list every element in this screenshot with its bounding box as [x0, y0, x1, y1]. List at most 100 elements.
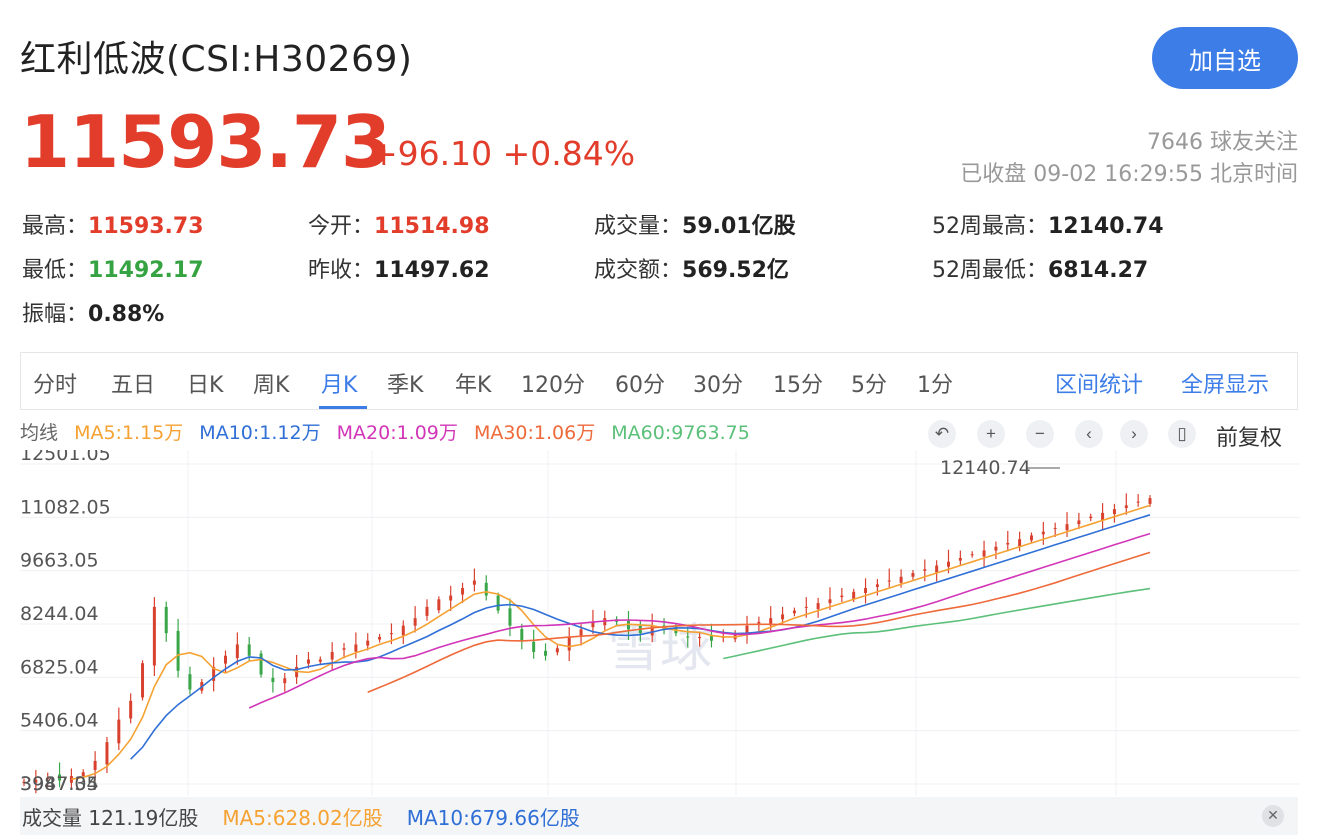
candle-body	[970, 554, 974, 556]
tab-60min[interactable]: 60分	[615, 373, 665, 398]
candle-body	[852, 591, 856, 599]
candlestick-type-icon[interactable]: ▯	[1168, 420, 1196, 448]
y-tick-label: 8244.04	[20, 603, 99, 625]
candle-body	[508, 608, 512, 626]
candle-body	[947, 561, 951, 567]
close-icon[interactable]: ✕	[1262, 805, 1284, 827]
y-axis-labels: 12501.05 11082.05 9663.05 8244.04 6825.04 540…	[20, 450, 111, 795]
ma30-line	[367, 551, 1151, 693]
candle-body	[152, 606, 156, 666]
tab-5min[interactable]: 5分	[851, 373, 887, 398]
quote-stats: 最高：11593.73 今开：11514.98 成交量：59.01亿股 52周最…	[22, 204, 1302, 334]
candle-body	[69, 775, 73, 783]
stat-amount: 成交额：569.52亿	[594, 258, 789, 283]
ma-lines	[71, 504, 1151, 780]
stat-volume: 成交量：59.01亿股	[594, 214, 796, 239]
candle-body	[911, 573, 915, 577]
volume-value: 成交量 121.19亿股	[22, 805, 199, 830]
candle-body	[141, 663, 145, 698]
candle-body	[899, 576, 903, 583]
candle-body	[1018, 539, 1022, 547]
high-annotation: 12140.74	[940, 457, 1060, 479]
tab-monthly-k[interactable]: 月K	[321, 373, 358, 398]
chevron-right-icon[interactable]: ›	[1120, 420, 1148, 448]
zoom-in-icon[interactable]: +	[977, 420, 1005, 448]
zoom-out-icon[interactable]: −	[1026, 420, 1054, 448]
candle-body	[188, 674, 192, 690]
candle-body	[413, 618, 417, 626]
period-tabs: 分时 五日 日K 周K 月K 季K 年K 120分 60分 30分 15分 5分…	[20, 352, 1298, 410]
candle-body	[757, 621, 761, 624]
candle-body	[698, 636, 702, 639]
candle-body	[1124, 505, 1128, 509]
chevron-left-icon[interactable]: ‹	[1075, 420, 1103, 448]
candle-body	[532, 641, 536, 652]
y-tick-label: 11082.05	[20, 496, 111, 518]
candle-body	[401, 625, 405, 636]
ma10-value: MA10:1.12万	[199, 422, 321, 444]
candles	[22, 493, 1152, 794]
candle-body	[520, 629, 524, 641]
tab-quarterly-k[interactable]: 季K	[387, 373, 424, 398]
stat-open: 今开：11514.98	[308, 214, 490, 239]
candle-body	[461, 588, 465, 595]
candle-body	[366, 640, 370, 646]
adjust-select[interactable]: 前复权	[1216, 426, 1283, 451]
candle-body	[982, 550, 986, 557]
add-watchlist-button[interactable]: 加自选	[1152, 27, 1298, 89]
candle-body	[425, 606, 429, 616]
undo-icon[interactable]: ↶	[928, 420, 956, 448]
candle-body	[342, 648, 346, 650]
tab-120min[interactable]: 120分	[521, 373, 585, 398]
candle-body	[887, 580, 891, 582]
tab-daily-k[interactable]: 日K	[187, 373, 224, 398]
candle-body	[1065, 524, 1069, 531]
candle-body	[105, 742, 109, 765]
candle-body	[354, 644, 358, 652]
candle-body	[283, 678, 287, 684]
tab-15min[interactable]: 15分	[773, 373, 823, 398]
candle-body	[176, 630, 180, 671]
tab-five-day[interactable]: 五日	[111, 373, 156, 398]
y-tick-label: 3987.04	[20, 773, 99, 795]
candle-body	[840, 595, 844, 598]
tab-yearly-k[interactable]: 年K	[455, 373, 492, 398]
candle-body	[164, 606, 168, 634]
active-tab-indicator	[319, 406, 367, 409]
candle-body	[1148, 498, 1152, 504]
fullscreen-button[interactable]: 全屏显示	[1181, 373, 1270, 398]
candle-body	[330, 651, 334, 660]
tab-weekly-k[interactable]: 周K	[253, 373, 290, 398]
candle-body	[437, 599, 441, 611]
range-stats-button[interactable]: 区间统计	[1055, 373, 1144, 398]
candle-body	[378, 636, 382, 640]
stat-52w-high: 52周最高：12140.74	[932, 214, 1164, 239]
candle-body	[1029, 535, 1033, 541]
candle-body	[1041, 531, 1045, 535]
tab-timeshare[interactable]: 分时	[33, 373, 78, 398]
candle-body	[46, 777, 50, 779]
chart-grid	[20, 450, 1300, 796]
candle-body	[804, 606, 808, 608]
candle-body	[472, 580, 476, 585]
volume-ma5: MA5:628.02亿股	[222, 805, 383, 830]
candle-body	[1006, 542, 1010, 545]
candle-body	[555, 648, 559, 653]
stat-low: 最低：11492.17	[22, 258, 204, 283]
candle-body	[816, 603, 820, 610]
followers-count[interactable]: 7646 球友关注	[1147, 130, 1298, 155]
tab-1min[interactable]: 1分	[917, 373, 953, 398]
candle-body	[389, 633, 393, 635]
candle-body	[318, 659, 322, 662]
candle-body	[591, 621, 595, 628]
candle-body	[769, 618, 773, 626]
ma5-value: MA5:1.15万	[74, 422, 184, 444]
kline-chart[interactable]: 雪球 12501.0511082.059663.058244.046825.04…	[20, 450, 1300, 796]
candle-body	[271, 677, 275, 683]
candle-body	[129, 700, 133, 719]
y-tick-label: 12501.05	[20, 450, 111, 465]
candle-body	[449, 595, 453, 601]
candle-body	[709, 635, 713, 641]
candle-body	[745, 625, 749, 634]
tab-30min[interactable]: 30分	[693, 373, 743, 398]
